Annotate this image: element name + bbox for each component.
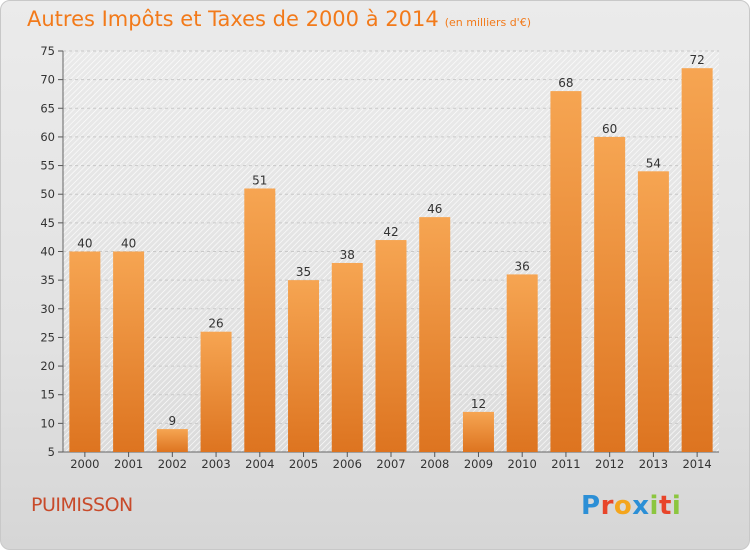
y-tick-label: 35 bbox=[40, 273, 55, 287]
data-label-2014: 72 bbox=[689, 53, 704, 67]
data-label-2002: 9 bbox=[169, 414, 177, 428]
bar-2007 bbox=[375, 240, 407, 452]
data-label-2005: 35 bbox=[296, 265, 311, 279]
y-tick-label: 55 bbox=[40, 159, 55, 173]
y-tick-label: 30 bbox=[40, 302, 55, 316]
x-tick-label-2012: 2012 bbox=[595, 457, 624, 471]
x-tick-label-2004: 2004 bbox=[245, 457, 274, 471]
data-label-2003: 26 bbox=[208, 317, 223, 331]
x-tick-label-2001: 2001 bbox=[114, 457, 143, 471]
chart-subtitle: (en milliers d'€) bbox=[444, 16, 531, 29]
x-tick-label-2013: 2013 bbox=[639, 457, 668, 471]
x-tick-label-2009: 2009 bbox=[464, 457, 493, 471]
data-label-2013: 54 bbox=[646, 156, 661, 170]
bar-2012 bbox=[594, 136, 626, 452]
bar-2013 bbox=[637, 171, 669, 453]
bar-2011 bbox=[550, 91, 582, 452]
x-tick-label-2006: 2006 bbox=[333, 457, 362, 471]
bar-2008 bbox=[419, 217, 451, 452]
bar-2000 bbox=[69, 251, 101, 452]
y-tick-label: 15 bbox=[40, 388, 55, 402]
data-label-2007: 42 bbox=[383, 225, 398, 239]
x-tick-label-2000: 2000 bbox=[70, 457, 99, 471]
bar-2004 bbox=[244, 188, 276, 452]
y-tick-label: 20 bbox=[40, 359, 55, 373]
bar-2014 bbox=[681, 68, 713, 452]
y-tick-label: 5 bbox=[48, 445, 55, 459]
y-tick-label: 10 bbox=[40, 416, 55, 430]
bar-2010 bbox=[506, 274, 538, 452]
x-tick-label-2002: 2002 bbox=[158, 457, 187, 471]
data-label-2000: 40 bbox=[77, 237, 92, 251]
data-label-2001: 40 bbox=[121, 237, 136, 251]
x-tick-label-2007: 2007 bbox=[376, 457, 405, 471]
x-tick-label-2008: 2008 bbox=[420, 457, 449, 471]
data-label-2008: 46 bbox=[427, 202, 442, 216]
x-tick-label-2003: 2003 bbox=[201, 457, 230, 471]
y-tick-label: 25 bbox=[40, 330, 55, 344]
bar-2006 bbox=[331, 262, 363, 452]
x-tick-label-2014: 2014 bbox=[682, 457, 711, 471]
data-label-2009: 12 bbox=[471, 397, 486, 411]
y-tick-label: 70 bbox=[40, 73, 55, 87]
title-block: Autres Impôts et Taxes de 2000 à 2014 (en… bbox=[27, 7, 531, 31]
chart-title: Autres Impôts et Taxes de 2000 à 2014 bbox=[27, 7, 439, 31]
bar-2005 bbox=[288, 280, 320, 452]
data-label-2004: 51 bbox=[252, 173, 267, 187]
data-label-2006: 38 bbox=[340, 248, 355, 262]
data-label-2010: 36 bbox=[515, 259, 530, 273]
x-tick-label-2010: 2010 bbox=[508, 457, 537, 471]
bar-2001 bbox=[113, 251, 145, 452]
data-label-2012: 60 bbox=[602, 122, 617, 136]
commune-name: PUIMISSON bbox=[31, 494, 133, 516]
data-label-2011: 68 bbox=[558, 76, 573, 90]
proxiti-logo: Proxiti bbox=[581, 491, 682, 521]
bar-2002 bbox=[156, 429, 188, 452]
y-tick-label: 65 bbox=[40, 101, 55, 115]
y-tick-label: 45 bbox=[40, 216, 55, 230]
bar-2003 bbox=[200, 331, 232, 452]
y-tick-label: 50 bbox=[40, 187, 55, 201]
x-tick-label-2011: 2011 bbox=[551, 457, 580, 471]
y-tick-label: 75 bbox=[40, 44, 55, 58]
y-tick-label: 40 bbox=[40, 245, 55, 259]
bar-2009 bbox=[462, 411, 494, 452]
y-tick-label: 60 bbox=[40, 130, 55, 144]
x-tick-label-2005: 2005 bbox=[289, 457, 318, 471]
